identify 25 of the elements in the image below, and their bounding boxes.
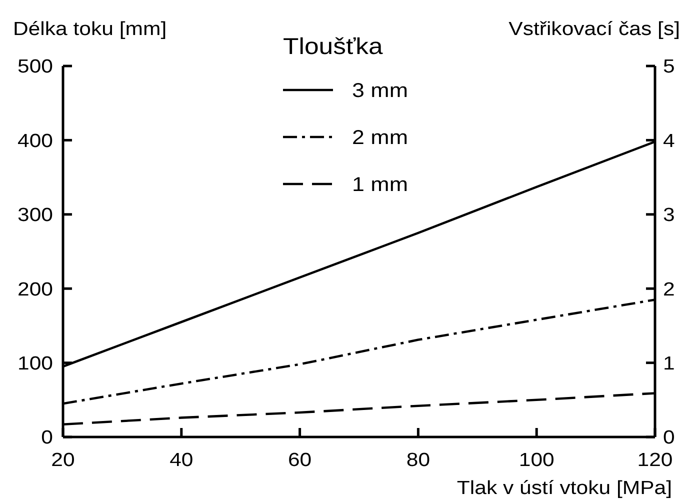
x-tick-label: 100 — [518, 450, 554, 471]
legend-title: Tloušťka — [283, 34, 384, 60]
x-tick-label: 60 — [288, 450, 312, 471]
y2-tick-label: 2 — [663, 279, 675, 300]
x-axis-title: Tlak v ústí vtoku [MPa] — [456, 478, 672, 499]
y-tick-label: 400 — [18, 130, 53, 152]
y2-axis-title: Vstřikovací čas [s] — [508, 18, 680, 40]
x-tick-label: 80 — [406, 450, 430, 471]
y2-tick-label: 0 — [663, 428, 675, 448]
y-tick-label: 0 — [41, 428, 53, 448]
legend-label: 2 mm — [352, 127, 408, 149]
y2-tick-label: 3 — [663, 205, 675, 226]
legend-label: 3 mm — [352, 80, 408, 102]
y2-tick-label: 5 — [663, 56, 675, 78]
y-tick-label: 200 — [18, 279, 53, 300]
x-tick-label: 20 — [51, 450, 75, 471]
y2-tick-label: 4 — [663, 130, 675, 152]
y-tick-label: 100 — [18, 353, 53, 374]
y-tick-label: 500 — [18, 56, 53, 78]
y2-tick-label: 1 — [663, 353, 675, 374]
y-axis-title: Délka toku [mm] — [13, 18, 167, 40]
y-tick-label: 300 — [18, 205, 53, 226]
legend-label: 1 mm — [352, 174, 408, 196]
x-tick-label: 120 — [637, 450, 673, 471]
x-tick-label: 40 — [170, 450, 194, 471]
